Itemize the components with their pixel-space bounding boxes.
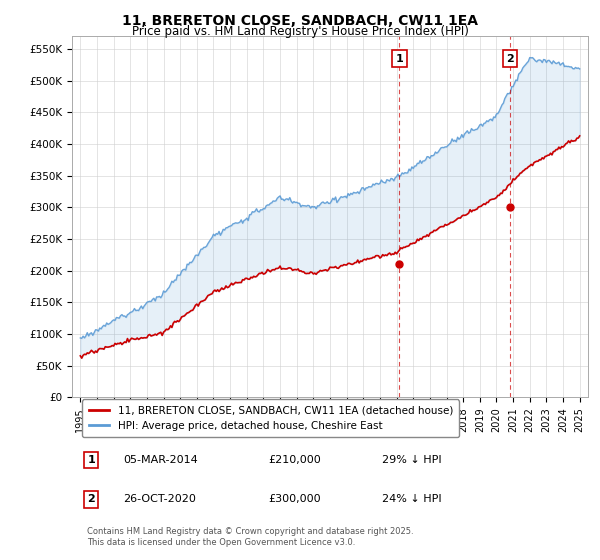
Text: 11, BRERETON CLOSE, SANDBACH, CW11 1EA: 11, BRERETON CLOSE, SANDBACH, CW11 1EA — [122, 14, 478, 28]
Text: 05-MAR-2014: 05-MAR-2014 — [124, 455, 199, 465]
Legend: 11, BRERETON CLOSE, SANDBACH, CW11 1EA (detached house), HPI: Average price, det: 11, BRERETON CLOSE, SANDBACH, CW11 1EA (… — [82, 399, 460, 437]
Text: Price paid vs. HM Land Registry's House Price Index (HPI): Price paid vs. HM Land Registry's House … — [131, 25, 469, 38]
Text: 1: 1 — [88, 455, 95, 465]
Text: £210,000: £210,000 — [268, 455, 321, 465]
Text: 26-OCT-2020: 26-OCT-2020 — [124, 494, 196, 505]
Text: 2: 2 — [88, 494, 95, 505]
Text: 29% ↓ HPI: 29% ↓ HPI — [382, 455, 441, 465]
Text: 1: 1 — [395, 54, 403, 64]
Text: 2: 2 — [506, 54, 514, 64]
Text: 24% ↓ HPI: 24% ↓ HPI — [382, 494, 441, 505]
Text: Contains HM Land Registry data © Crown copyright and database right 2025.
This d: Contains HM Land Registry data © Crown c… — [88, 527, 414, 547]
Text: £300,000: £300,000 — [268, 494, 321, 505]
